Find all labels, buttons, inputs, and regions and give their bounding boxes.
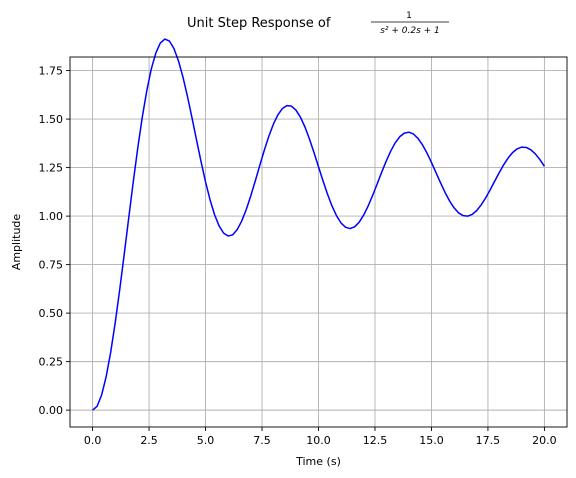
- y-tick-label: 0.50: [39, 307, 64, 320]
- x-axis-label: Time (s): [295, 455, 341, 468]
- x-tick-label: 17.5: [476, 434, 501, 447]
- x-tick-label: 10.0: [306, 434, 331, 447]
- chart-title-fraction-denominator: s² + 0.2s + 1: [380, 26, 440, 36]
- x-tick-label: 5.0: [197, 434, 215, 447]
- y-tick-label: 1.25: [39, 162, 64, 175]
- x-tick-label: 12.5: [363, 434, 388, 447]
- y-tick-label: 1.75: [39, 65, 64, 78]
- chart-title-fraction-numerator: 1: [406, 11, 412, 21]
- y-tick-label: 1.00: [39, 210, 64, 223]
- y-tick-label: 1.50: [39, 113, 64, 126]
- y-axis-label: Amplitude: [10, 214, 23, 271]
- x-tick-label: 20.0: [532, 434, 557, 447]
- x-tick-label: 2.5: [140, 434, 158, 447]
- x-tick-label: 7.5: [253, 434, 271, 447]
- x-tick-label: 0.0: [84, 434, 102, 447]
- y-tick-label: 0.25: [39, 356, 64, 369]
- y-tick-label: 0.75: [39, 259, 64, 272]
- y-tick-label: 0.00: [39, 404, 64, 417]
- x-tick-label: 15.0: [419, 434, 444, 447]
- chart-title-prefix: Unit Step Response of: [187, 16, 331, 31]
